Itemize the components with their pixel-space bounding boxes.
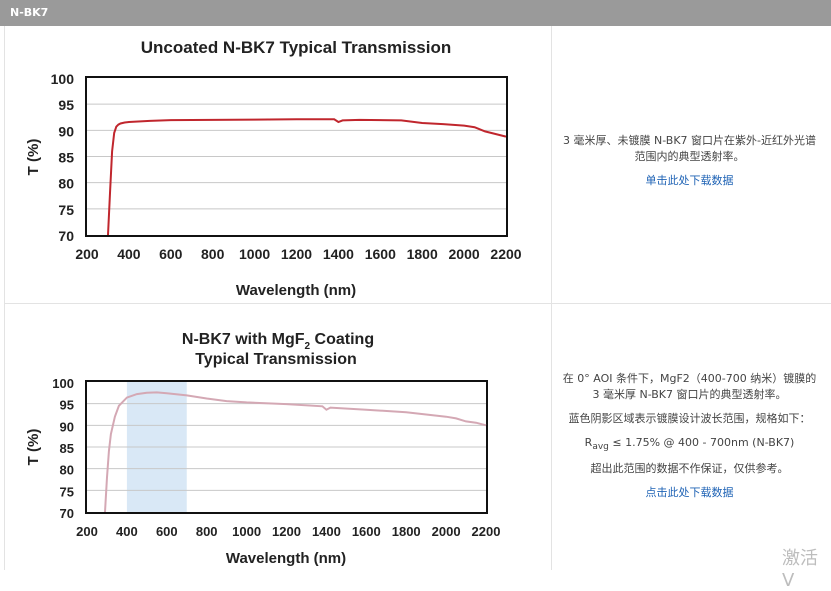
description-text: 在 0° AOI 条件下，MgF2（400-700 纳米）镀膜的 bbox=[562, 372, 817, 385]
chart-title-subscript: 2 bbox=[305, 341, 311, 352]
x-tick-label: 400 bbox=[116, 524, 138, 539]
description-text: 3 毫米厚 N-BK7 窗口片的典型透射率。 bbox=[592, 388, 787, 401]
x-tick-label: 1200 bbox=[272, 524, 301, 539]
column-divider bbox=[551, 26, 552, 570]
chart-title-part: Coating bbox=[310, 331, 374, 348]
x-axis-label: Wavelength (nm) bbox=[236, 282, 356, 299]
x-tick-label: 1000 bbox=[239, 246, 270, 262]
x-tick-label: 2000 bbox=[449, 246, 480, 262]
y-tick-label: 90 bbox=[58, 123, 74, 139]
x-tick-label: 2200 bbox=[472, 524, 501, 539]
y-tick-label: 70 bbox=[58, 228, 74, 244]
y-tick-label: 80 bbox=[58, 176, 74, 192]
y-tick-label: 95 bbox=[60, 398, 74, 413]
y-tick-label: 80 bbox=[60, 463, 74, 478]
x-tick-label: 800 bbox=[196, 524, 218, 539]
section-header: N-BK7 bbox=[0, 0, 831, 26]
y-tick-labels: 100 95 90 85 80 75 70 bbox=[52, 376, 74, 521]
description-text: 蓝色阴影区域表示镀膜设计波长范围，规格如下： bbox=[568, 412, 811, 425]
grid-lines bbox=[87, 103, 506, 210]
transmission-series-line bbox=[107, 118, 507, 236]
x-tick-label: 1600 bbox=[352, 524, 381, 539]
y-tick-label: 85 bbox=[60, 441, 74, 456]
table-border-left bbox=[4, 26, 5, 570]
x-tick-label: 1800 bbox=[407, 246, 438, 262]
download-data-link[interactable]: 点击此处下载数据 bbox=[645, 486, 734, 500]
x-tick-label: 2200 bbox=[490, 246, 521, 262]
chart-title-line2: Typical Transmission bbox=[195, 351, 357, 368]
chart-title-line1: N-BK7 with MgF2 Coating bbox=[182, 331, 374, 352]
description-coated: 在 0° AOI 条件下，MgF2（400-700 纳米）镀膜的 3 毫米厚 N… bbox=[548, 371, 831, 501]
description-text: 3 毫米厚、未镀膜 N-BK7 窗口片在紫外-近红外光谱 bbox=[562, 134, 817, 147]
spec-text: Ravg ≤ 1.75% @ 400 - 700nm (N-BK7) bbox=[548, 435, 831, 455]
product-table bbox=[4, 26, 831, 570]
spec-symbol: R bbox=[584, 436, 593, 449]
x-tick-label: 2000 bbox=[432, 524, 461, 539]
activation-watermark: 激活 V bbox=[782, 548, 818, 591]
y-tick-label: 75 bbox=[60, 484, 74, 499]
x-tick-label: 1400 bbox=[323, 246, 354, 262]
x-tick-label: 1400 bbox=[312, 524, 341, 539]
row-divider bbox=[4, 303, 831, 304]
x-tick-label: 1600 bbox=[365, 246, 396, 262]
x-tick-label: 1200 bbox=[281, 246, 312, 262]
y-tick-label: 70 bbox=[60, 506, 74, 521]
x-tick-label: 200 bbox=[76, 524, 98, 539]
download-data-link[interactable]: 单击此处下载数据 bbox=[645, 174, 734, 187]
x-tick-label: 200 bbox=[75, 246, 99, 262]
chart-mgf2-coated: N-BK7 with MgF2 Coating Typical Transmis… bbox=[25, 331, 500, 567]
y-tick-labels: 100 95 90 85 80 75 70 bbox=[51, 71, 75, 244]
y-axis-label: T (%) bbox=[25, 139, 42, 176]
transmission-series-line bbox=[104, 391, 487, 513]
x-tick-label: 800 bbox=[201, 246, 225, 262]
x-axis-label: Wavelength (nm) bbox=[226, 550, 346, 567]
y-tick-label: 90 bbox=[60, 419, 74, 434]
y-tick-label: 95 bbox=[58, 97, 74, 113]
y-tick-label: 100 bbox=[52, 376, 74, 391]
chart-title: Uncoated N-BK7 Typical Transmission bbox=[141, 38, 451, 57]
x-tick-label: 400 bbox=[117, 246, 141, 262]
section-title: N-BK7 bbox=[10, 6, 49, 19]
y-tick-label: 75 bbox=[58, 202, 74, 218]
chart-title-part: N-BK7 with MgF bbox=[182, 331, 305, 348]
y-tick-label: 85 bbox=[58, 150, 74, 166]
x-tick-label: 1800 bbox=[392, 524, 421, 539]
charts-canvas: Uncoated N-BK7 Typical Transmission 100 9… bbox=[25, 38, 522, 567]
x-tick-label: 1000 bbox=[232, 524, 261, 539]
description-text: 范围内的典型透射率。 bbox=[634, 150, 745, 163]
y-tick-label: 100 bbox=[51, 71, 75, 87]
spec-subscript: avg bbox=[592, 442, 609, 453]
x-tick-labels: 200 400 600 800 1000 1200 1400 1600 1800 2000 2200 bbox=[75, 246, 521, 262]
chart-uncoated: Uncoated N-BK7 Typical Transmission 100 9… bbox=[25, 38, 522, 299]
x-tick-label: 600 bbox=[156, 524, 178, 539]
description-text: 超出此范围的数据不作保证，仅供参考。 bbox=[590, 462, 789, 476]
x-tick-labels: 200 400 600 800 1000 1200 1400 1600 1800 2000 2200 bbox=[76, 524, 500, 539]
spec-value: ≤ 1.75% @ 400 - 700nm (N-BK7) bbox=[608, 436, 795, 449]
y-axis-label: T (%) bbox=[25, 429, 42, 466]
x-tick-label: 600 bbox=[159, 246, 183, 262]
description-uncoated: 3 毫米厚、未镀膜 N-BK7 窗口片在紫外-近红外光谱 范围内的典型透射率。 … bbox=[548, 133, 831, 189]
